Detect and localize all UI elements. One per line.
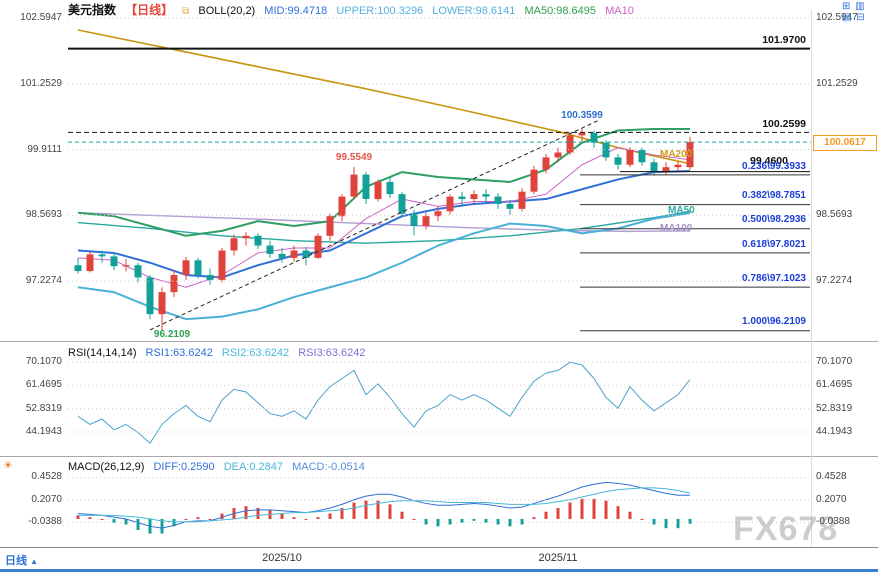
rsi-tick-right: 44.1943 xyxy=(816,426,853,437)
mid-high-label: 99.5549 xyxy=(335,152,373,163)
ma100-line-label: MA100 xyxy=(660,223,693,234)
rsi-tick-left: 61.4695 xyxy=(25,379,62,390)
rsi3-value: RSI3:63.6242 xyxy=(298,347,366,359)
fib-label-0382: 0.382\98.7851 xyxy=(742,190,806,201)
rsi-tick-right: 61.4695 xyxy=(816,379,853,390)
rsi-header: RSI(14,14,14) RSI1:63.6242 RSI2:63.6242 … xyxy=(68,347,372,359)
boll-lower-value: LOWER:98.6141 xyxy=(432,5,516,17)
ma50-value: MA50:98.6495 xyxy=(524,5,597,17)
rsi-tick-left: 44.1943 xyxy=(25,426,62,437)
rsi-tick-right: 70.1070 xyxy=(816,356,853,367)
macd-tick-right: 0.2070 xyxy=(816,494,847,505)
fib-label-0236: 0.236\99.3933 xyxy=(742,161,806,172)
rsi1-value: RSI1:63.6242 xyxy=(145,347,213,359)
fib-label-0500: 0.500\98.2936 xyxy=(742,214,806,225)
collapse-icon[interactable]: ⊟ xyxy=(856,12,865,23)
hline-label-100-2599: 100.2599 xyxy=(762,118,806,130)
rows-view-icon[interactable]: ▤ xyxy=(842,12,852,23)
grid-layout-icon[interactable]: ⊞ xyxy=(842,1,851,12)
macd-tick-left: 0.4528 xyxy=(31,471,62,482)
fib-label-0618: 0.618\97.8021 xyxy=(742,239,806,250)
current-price-badge: 100.0617 xyxy=(813,135,877,151)
ma10-label: MA10 xyxy=(605,5,634,17)
rsi-tick-left: 52.8319 xyxy=(25,403,62,414)
symbol-title: 美元指数 xyxy=(68,3,117,17)
swing-low-label: 96.2109 xyxy=(153,329,191,340)
rsi-tick-left: 70.1070 xyxy=(25,356,62,367)
chart-toolbar: ⊞ ▥ ▤ ⊟ xyxy=(840,1,878,23)
fib-label-0786: 0.786\97.1023 xyxy=(742,273,806,284)
macd-tick-left: -0.0388 xyxy=(28,516,62,527)
macd-tick-right: 0.4528 xyxy=(816,471,847,482)
period-tab[interactable]: 日线 ▲ xyxy=(5,552,38,568)
y-tick-right: 97.2274 xyxy=(816,275,853,286)
ma50-line-label: MA50 xyxy=(668,205,695,216)
y-tick-right: 102.5947 xyxy=(816,12,858,23)
share-icon[interactable]: ⧉ xyxy=(182,6,190,17)
timeline-scrollbar[interactable] xyxy=(0,569,878,572)
macd-header: MACD(26,12,9) DIFF:0.2590 DEA:0.2847 MAC… xyxy=(68,461,371,473)
rsi-indicator-name[interactable]: RSI(14,14,14) xyxy=(68,347,137,359)
panel-view-icon[interactable]: ▥ xyxy=(855,1,865,12)
hline-label-99-46: 99.4600 xyxy=(750,155,788,167)
swing-high-label: 100.3599 xyxy=(561,110,603,121)
macd-diff-value: DIFF:0.2590 xyxy=(153,461,215,473)
y-tick-left: 101.2529 xyxy=(20,78,62,89)
macd-hist-value: MACD:-0.0514 xyxy=(292,461,365,473)
boll-upper-value: UPPER:100.3296 xyxy=(336,5,424,17)
rsi2-value: RSI2:63.6242 xyxy=(221,347,290,359)
y-tick-left: 99.9111 xyxy=(27,144,62,155)
macd-tick-right: -0.0388 xyxy=(816,516,850,527)
x-axis-tick-oct: 2025/10 xyxy=(262,552,302,564)
y-tick-left: 102.5947 xyxy=(20,12,62,23)
macd-tick-left: 0.2070 xyxy=(31,494,62,505)
indicator-settings-icon[interactable]: ☀ xyxy=(3,460,13,472)
macd-dea-value: DEA:0.2847 xyxy=(223,461,284,473)
macd-indicator-name[interactable]: MACD(26,12,9) xyxy=(68,461,145,473)
fib-label-1000: 1.000\96.2109 xyxy=(742,316,806,327)
y-tick-right: 98.5693 xyxy=(816,209,853,220)
fx678-watermark: FX678 xyxy=(733,510,839,548)
x-axis-tick-nov: 2025/11 xyxy=(538,552,578,564)
hline-label-101-97: 101.9700 xyxy=(762,34,806,46)
boll-mid-value: MID:99.4718 xyxy=(264,5,328,17)
period-label: 【日线】 xyxy=(125,3,174,17)
y-tick-right: 101.2529 xyxy=(816,78,858,89)
indicator-name[interactable]: BOLL(20,2) xyxy=(198,5,256,17)
main-chart-header: 美元指数 【日线】 ⧉ BOLL(20,2) MID:99.4718 UPPER… xyxy=(68,1,640,18)
period-tab-label: 日线 xyxy=(5,555,27,567)
y-tick-left: 98.5693 xyxy=(25,209,62,220)
ma200-line-label: MA200 xyxy=(660,149,693,160)
chevron-up-icon: ▲ xyxy=(30,557,38,566)
y-tick-left: 97.2274 xyxy=(25,275,62,286)
rsi-tick-right: 52.8319 xyxy=(816,403,853,414)
